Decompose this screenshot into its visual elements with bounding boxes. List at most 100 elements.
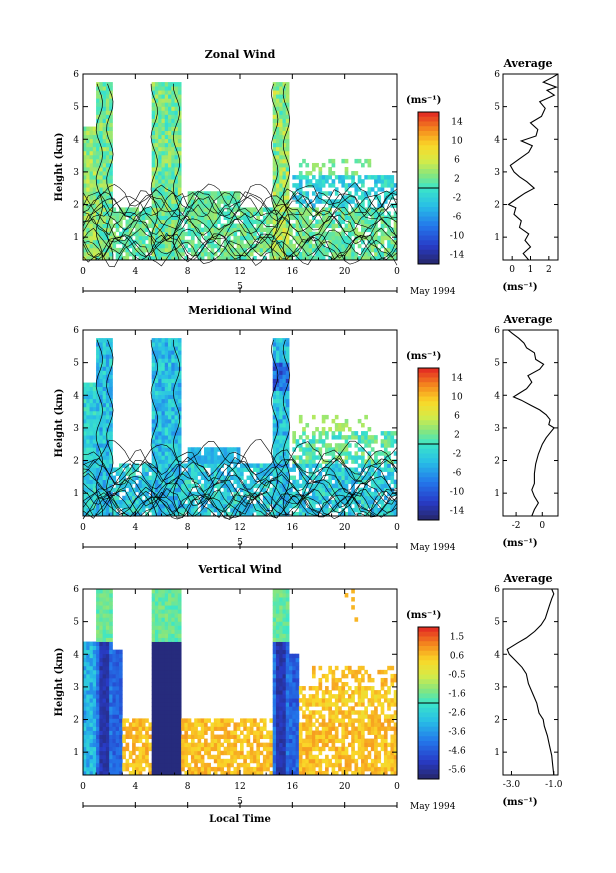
heatmap-cell: [357, 455, 362, 460]
heatmap-cell: [279, 191, 283, 196]
heatmap-cell: [102, 150, 107, 156]
heatmap-cell: [351, 251, 355, 257]
heatmap-cell: [275, 435, 280, 440]
heatmap-cell: [89, 382, 94, 388]
heatmap-cell: [83, 146, 87, 152]
heatmap-cell: [174, 495, 179, 501]
heatmap-cell: [331, 239, 336, 245]
heatmap-cell: [292, 447, 296, 452]
heatmap-cell: [190, 211, 195, 216]
heatmap-cell: [246, 503, 251, 509]
heatmap-cell: [292, 435, 296, 440]
heatmap-cell: [89, 235, 94, 241]
heatmap-cell: [253, 211, 257, 216]
heatmap-cell: [279, 102, 283, 107]
heatmap-cell: [285, 247, 290, 253]
heatmap-cell: [164, 402, 169, 408]
heatmap-cell: [344, 495, 349, 501]
heatmap-cell: [298, 191, 303, 196]
heatmap-cell: [112, 710, 117, 715]
heatmap-cell: [89, 677, 94, 683]
heatmap-cell: [347, 239, 352, 245]
heatmap-cell: [105, 621, 110, 626]
heatmap-cell: [105, 378, 110, 383]
heatmap-cell: [325, 191, 329, 196]
heatmap-cell: [174, 227, 179, 233]
heatmap-cell: [279, 503, 283, 509]
heatmap-cell: [207, 235, 211, 241]
heatmap-cell: [141, 255, 146, 261]
x-tick-label: 16: [287, 267, 299, 277]
heatmap-cell: [321, 175, 326, 180]
heatmap-cell: [282, 370, 287, 375]
heatmap-cell: [161, 463, 166, 468]
heatmap-cell: [351, 431, 355, 436]
heatmap-cell: [92, 167, 97, 172]
heatmap-cell: [321, 219, 326, 225]
heatmap-cell: [86, 706, 90, 711]
heatmap-cell: [279, 342, 283, 347]
heatmap-cell: [138, 734, 143, 740]
colorbar-swatch: [418, 116, 439, 122]
heatmap-cell: [96, 459, 100, 464]
heatmap-cell: [151, 427, 156, 432]
heatmap-cell: [190, 215, 195, 220]
heatmap-cell: [357, 175, 362, 180]
heatmap-cell: [86, 398, 90, 404]
heatmap-cell: [83, 451, 87, 456]
heatmap-cell: [279, 402, 283, 408]
colorbar-swatch: [418, 368, 439, 374]
heatmap-cell: [102, 435, 107, 440]
heatmap-cell: [341, 251, 346, 257]
heatmap-cell: [83, 443, 87, 448]
heatmap-cell: [338, 211, 342, 216]
heatmap-cell: [177, 338, 182, 343]
heatmap-cell: [318, 183, 323, 188]
heatmap-cell: [272, 106, 277, 111]
heatmap-cell: [96, 235, 100, 241]
heatmap-cell: [275, 130, 280, 136]
heatmap-cell: [99, 219, 104, 225]
heatmap-cell: [298, 418, 303, 424]
heatmap-cell: [187, 451, 192, 456]
heatmap-cell: [171, 251, 175, 257]
heatmap-cell: [347, 247, 352, 253]
heatmap-cell: [105, 90, 110, 95]
heatmap-cell: [86, 645, 90, 651]
heatmap-cell: [275, 406, 280, 412]
heatmap-cell: [367, 187, 372, 192]
heatmap-cell: [92, 386, 97, 392]
heatmap-cell: [96, 358, 100, 363]
heatmap-cell: [390, 471, 395, 476]
heatmap-cell: [158, 673, 162, 679]
heatmap-cell: [151, 255, 156, 261]
heatmap-cell: [132, 718, 136, 723]
heatmap-cell: [161, 366, 166, 371]
heatmap-cell: [102, 390, 107, 396]
heatmap-cell: [158, 346, 162, 351]
heatmap-cell: [177, 471, 182, 476]
heatmap-cell: [158, 231, 162, 237]
heatmap-cell: [347, 443, 352, 448]
heatmap-cell: [115, 730, 120, 735]
heatmap-cell: [370, 499, 375, 505]
y-tick-label: 4: [73, 391, 79, 401]
heatmap-cell: [341, 158, 346, 164]
heatmap-cell: [262, 503, 267, 509]
heatmap-cell: [315, 255, 319, 261]
heatmap-cell: [118, 762, 123, 768]
heatmap-cell: [282, 362, 287, 367]
heatmap-cell: [89, 154, 94, 160]
profile-xlabel: (ms⁻¹): [502, 282, 537, 293]
heatmap-cell: [213, 243, 218, 249]
heatmap-cell: [380, 179, 385, 184]
heatmap-cell: [115, 734, 120, 740]
heatmap-cell: [89, 455, 94, 460]
heatmap-cell: [275, 195, 280, 200]
heatmap-cell: [269, 495, 274, 501]
heatmap-cell: [298, 435, 303, 440]
heatmap-cell: [164, 215, 169, 220]
heatmap-cell: [289, 251, 293, 257]
heatmap-cell: [272, 358, 277, 363]
heatmap-cell: [158, 471, 162, 476]
